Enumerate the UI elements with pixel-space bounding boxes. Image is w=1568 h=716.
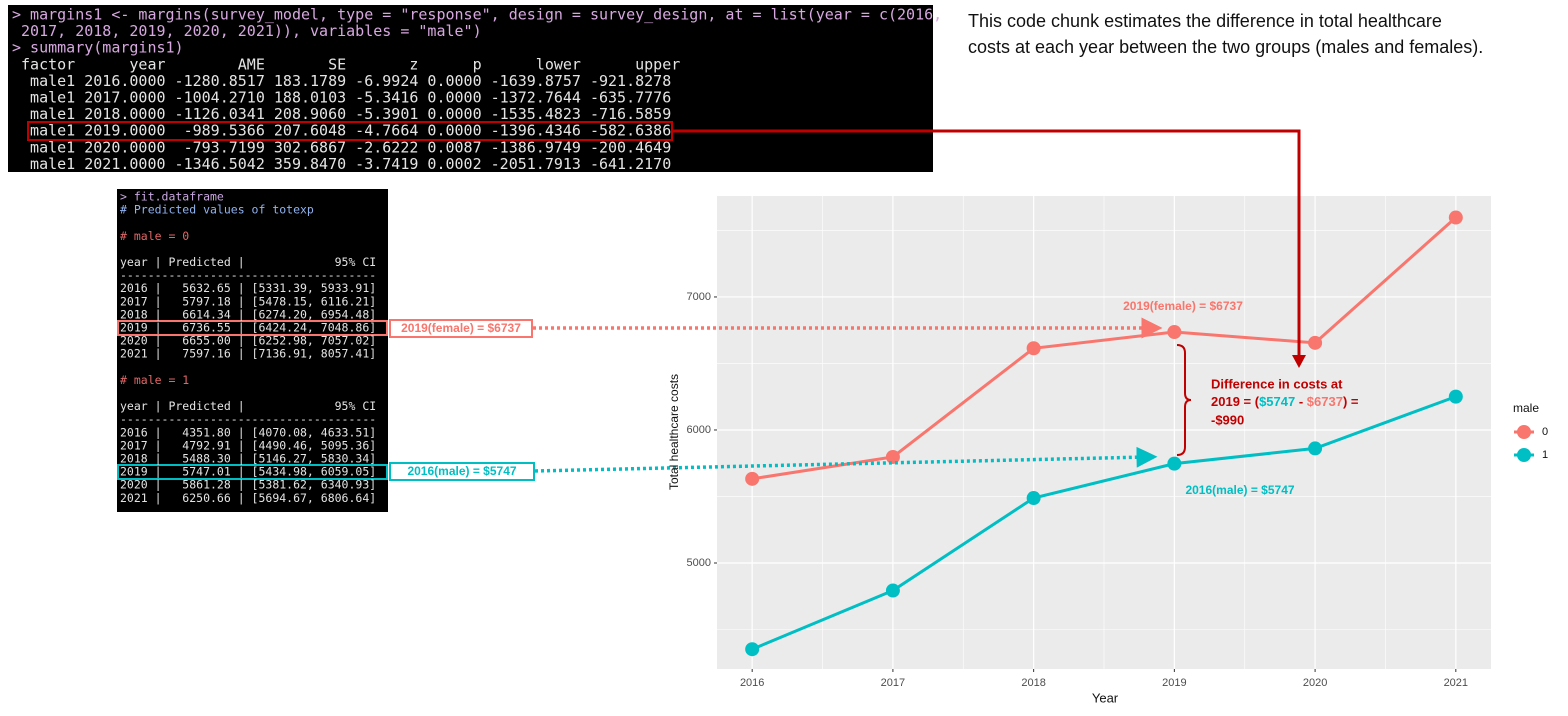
connector bbox=[672, 129, 1301, 356]
x-tick-label: 2021 bbox=[1444, 677, 1468, 689]
terminal-line: 2017 | 4792.91 | [4490.46, 5095.36] bbox=[120, 438, 376, 452]
point bbox=[1026, 341, 1041, 356]
point bbox=[885, 583, 900, 598]
y-tick-label: 5000 bbox=[687, 557, 711, 569]
terminal-line: male1 2019.0000 -989.5366 207.6048 -4.76… bbox=[12, 122, 671, 140]
point bbox=[1448, 210, 1463, 225]
terminal-line: ------------------------------------- bbox=[120, 268, 376, 282]
annotation-part: $5747 bbox=[1259, 394, 1295, 409]
terminal-line: year | Predicted | 95% CI bbox=[120, 255, 376, 269]
callout: 2019(female) = $6737 bbox=[401, 321, 521, 335]
x-axis-label: Year bbox=[1092, 690, 1119, 705]
terminal-line: 2020 | 6655.00 | [6252.98, 7057.02] bbox=[120, 334, 376, 348]
annotation-part: 2019 = ( bbox=[1211, 394, 1260, 409]
terminal-line: # male = 0 bbox=[120, 229, 189, 243]
x-tick-label: 2020 bbox=[1303, 677, 1327, 689]
point bbox=[885, 449, 900, 464]
terminal-line: # Predicted values of totexp bbox=[120, 203, 314, 217]
legend-label: 1 bbox=[1542, 449, 1548, 461]
point bbox=[1167, 325, 1182, 340]
legend-label: 0 bbox=[1542, 426, 1548, 438]
y-tick-label: 6000 bbox=[687, 424, 711, 436]
terminal-1 bbox=[8, 5, 933, 172]
point bbox=[1308, 441, 1323, 456]
terminal-line: 2016 | 4351.80 | [4070.08, 4633.51] bbox=[120, 425, 376, 439]
terminal-line: factor year AME SE z p lower upper bbox=[12, 55, 680, 73]
legend-key bbox=[1517, 448, 1531, 462]
x-tick-label: 2019 bbox=[1162, 677, 1186, 689]
annotation-part: ) = bbox=[1343, 394, 1359, 409]
terminal-line: 2016 | 5632.65 | [5331.39, 5933.91] bbox=[120, 281, 376, 295]
point bbox=[1167, 456, 1182, 471]
annotation: 2019 = ($5747 - $6737) = bbox=[1211, 394, 1359, 409]
x-tick-label: 2017 bbox=[881, 677, 905, 689]
note: costs at each year between the two group… bbox=[968, 37, 1483, 57]
arrowhead bbox=[1292, 355, 1306, 368]
terminal-line: # male = 1 bbox=[120, 373, 189, 387]
callout-box bbox=[389, 462, 535, 481]
point bbox=[1308, 335, 1323, 350]
legend-key bbox=[1517, 425, 1531, 439]
terminal-line: 2018 | 5488.30 | [5146.27, 5830.34] bbox=[120, 452, 376, 466]
terminal-line: 2019 | 6736.55 | [6424.24, 7048.86] bbox=[120, 321, 376, 335]
point bbox=[745, 471, 760, 486]
point bbox=[745, 642, 760, 657]
terminal-line: 2017 | 5797.18 | [5478.15, 6116.21] bbox=[120, 294, 376, 308]
terminal-line: male1 2018.0000 -1126.0341 208.9060 -5.3… bbox=[12, 105, 671, 123]
terminal-line: male1 2020.0000 -793.7199 302.6867 -2.62… bbox=[12, 138, 671, 156]
terminal-line: > margins1 <- margins(survey_model, type… bbox=[12, 6, 942, 24]
terminal-2 bbox=[117, 189, 388, 512]
x-tick-label: 2016 bbox=[740, 677, 764, 689]
callout: 2016(male) = $5747 bbox=[407, 464, 516, 478]
highlight-box bbox=[117, 464, 388, 480]
annotation-part: - bbox=[1295, 394, 1307, 409]
annotation: 2016(male) = $5747 bbox=[1185, 483, 1294, 497]
annotation-part: $6737 bbox=[1307, 394, 1343, 409]
terminal-line: male1 2021.0000 -1346.5042 359.8470 -3.7… bbox=[12, 155, 671, 173]
callout-box bbox=[389, 319, 533, 338]
terminal-line: > summary(margins1) bbox=[12, 39, 184, 57]
terminal-line: male1 2017.0000 -1004.2710 188.0103 -5.3… bbox=[12, 89, 671, 107]
point bbox=[1026, 491, 1041, 506]
terminal-line: 2021 | 7597.16 | [7136.91, 8057.41] bbox=[120, 347, 376, 361]
annotation: -$990 bbox=[1211, 412, 1244, 427]
x-tick-label: 2018 bbox=[1021, 677, 1045, 689]
note: This code chunk estimates the difference… bbox=[968, 11, 1442, 31]
terminal-line: 2021 | 6250.66 | [5694.67, 6806.64] bbox=[120, 491, 376, 505]
highlight-box bbox=[117, 320, 388, 336]
terminal-line: 2020 | 5861.28 | [5381.62, 6340.93] bbox=[120, 478, 376, 492]
dotted-arrow bbox=[534, 446, 1158, 473]
legend-title: male bbox=[1513, 401, 1539, 415]
y-axis-label: Total healthcare costs bbox=[667, 374, 681, 490]
terminal-line: 2017, 2018, 2019, 2020, 2021)), variable… bbox=[12, 22, 482, 40]
terminal-line: > fit.dataframe bbox=[120, 190, 224, 204]
terminal-line: 2018 | 6614.34 | [6274.20, 6954.48] bbox=[120, 307, 376, 321]
annotation: Difference in costs at bbox=[1211, 376, 1343, 391]
terminal-line: 2019 | 5747.01 | [5434.98, 6059.05] bbox=[120, 465, 376, 479]
terminal-line: male1 2016.0000 -1280.8517 183.1789 -6.9… bbox=[12, 72, 671, 90]
point bbox=[1448, 389, 1463, 404]
series-line bbox=[751, 395, 1457, 651]
y-tick-label: 7000 bbox=[687, 291, 711, 303]
annotation: 2019(female) = $6737 bbox=[1123, 299, 1243, 313]
series-line bbox=[751, 216, 1457, 481]
terminal-line: year | Predicted | 95% CI bbox=[120, 399, 376, 413]
brace bbox=[1176, 344, 1192, 456]
terminal-line: ------------------------------------- bbox=[120, 412, 376, 426]
